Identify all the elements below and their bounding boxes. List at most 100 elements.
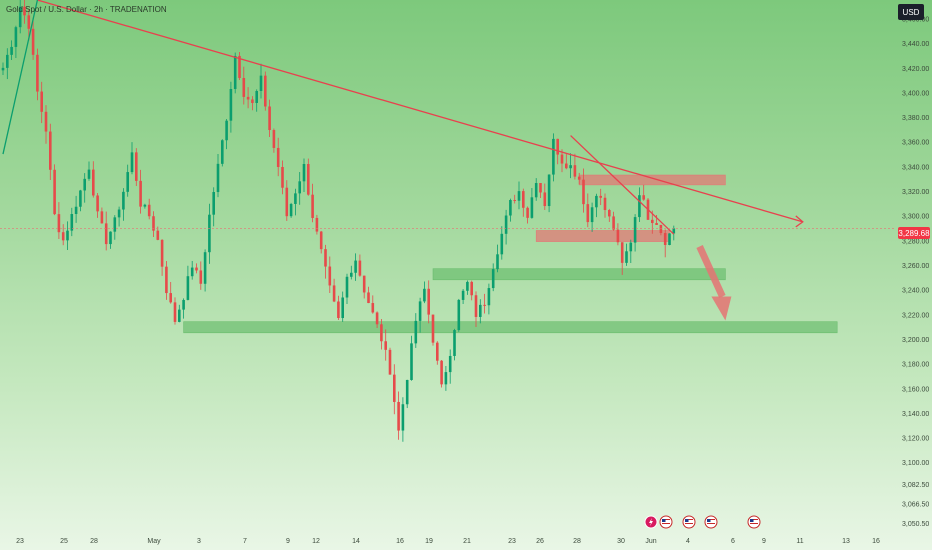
x-tick-label: 30 [617, 538, 625, 545]
candle-body [87, 169, 91, 179]
symbol-header: Gold Spot / U.S. Dollar · 2h · TRADENATI… [6, 5, 167, 14]
candle-body [526, 207, 529, 218]
candle-body [208, 214, 211, 253]
candle-body [354, 260, 357, 273]
us-flag-icon[interactable] [659, 515, 673, 529]
x-tick-label: 7 [243, 538, 247, 545]
x-tick-label: 9 [286, 538, 290, 545]
candle-body [642, 195, 645, 200]
us-flag-icon[interactable] [704, 515, 718, 529]
candle-body [474, 295, 478, 317]
candle-body [268, 106, 271, 131]
candle-body [547, 174, 551, 207]
candle-body [307, 163, 310, 195]
candle-body [461, 290, 465, 300]
currency-button[interactable]: USD [898, 4, 924, 20]
candle-body [27, 15, 31, 29]
candle-body [272, 130, 276, 148]
candle-body [380, 324, 383, 342]
y-tick-label: 3,260.00 [902, 263, 929, 270]
candle-body [100, 211, 104, 224]
candle-body [582, 179, 585, 205]
candle-body [663, 233, 667, 245]
candle-body [629, 242, 633, 252]
candle-body [655, 223, 658, 225]
candle-body [264, 75, 267, 107]
candle-body [44, 111, 48, 132]
candle-body [388, 349, 392, 375]
candle-body [345, 276, 349, 298]
candle-body [612, 216, 615, 230]
x-tick-label: 28 [573, 538, 581, 545]
zone-green-2 [432, 268, 726, 281]
candle-body [324, 249, 327, 267]
candle-body [10, 46, 13, 55]
candle-body [444, 372, 448, 385]
candle-body [79, 190, 82, 207]
candle-body [569, 165, 572, 169]
candle-body [504, 215, 508, 234]
x-tick-label: 6 [731, 538, 735, 545]
candle-body [259, 75, 263, 91]
flash-icon[interactable] [644, 515, 658, 529]
candle-body [139, 180, 142, 207]
candle-body [457, 299, 461, 331]
y-tick-label: 3,440.00 [902, 41, 929, 48]
candle-body [229, 89, 233, 121]
candle-body [543, 192, 547, 207]
candle-body [556, 138, 559, 155]
y-tick-label: 3,400.00 [902, 90, 929, 97]
candle-body [147, 204, 151, 217]
y-tick-label: 3,340.00 [902, 164, 929, 171]
candle-body [53, 169, 56, 215]
us-flag-icon[interactable] [682, 515, 696, 529]
candle-body [466, 281, 469, 291]
candle-body [668, 233, 671, 245]
candle-body [586, 204, 590, 223]
x-tick-label: 23 [16, 538, 24, 545]
candle-body [165, 266, 168, 294]
candle-body [616, 229, 620, 243]
candle-body [302, 163, 306, 182]
candle-body [573, 165, 577, 177]
candle-body [414, 320, 418, 344]
candle-body [638, 195, 641, 218]
candle-body [401, 404, 405, 431]
candle-body [560, 154, 564, 164]
candle-body [186, 276, 190, 300]
candle-body [173, 302, 177, 322]
trendline-2 [2, 0, 39, 155]
candle-body [337, 301, 340, 319]
us-flag-icon[interactable] [747, 515, 761, 529]
candle-body [242, 77, 246, 97]
candle-body [152, 216, 155, 231]
candle-body [14, 27, 18, 47]
x-tick-label: 16 [872, 538, 880, 545]
candle-body [534, 183, 538, 198]
candle-body [49, 131, 52, 170]
candle-body [31, 28, 35, 55]
candle-body [603, 197, 607, 211]
candle-body [23, 6, 26, 16]
candle-body [83, 178, 86, 191]
trendline-arrowhead [795, 215, 804, 228]
candle-body [113, 217, 117, 232]
candle-body [212, 192, 215, 215]
candle-body [350, 272, 353, 277]
candle-body [522, 191, 525, 208]
x-tick-label: 9 [762, 538, 766, 545]
candle-body [440, 360, 443, 385]
y-tick-label: 3,050.50 [902, 521, 929, 528]
candle-body [500, 233, 504, 255]
y-tick-label: 3,160.00 [902, 386, 929, 393]
x-tick-label: 16 [396, 538, 404, 545]
x-tick-label: 12 [312, 538, 320, 545]
x-tick-label: 4 [686, 538, 690, 545]
x-tick-label: 25 [60, 538, 68, 545]
candle-body [491, 269, 495, 289]
candle-body [203, 252, 207, 284]
candle-body [311, 194, 314, 218]
y-tick-label: 3,360.00 [902, 140, 929, 147]
